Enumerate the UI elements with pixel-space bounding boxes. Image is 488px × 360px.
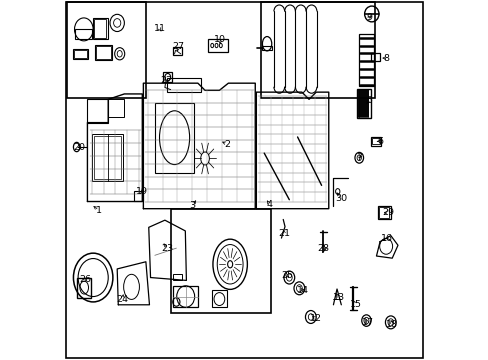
Text: 9: 9 <box>366 13 371 22</box>
Bar <box>377 206 390 220</box>
Text: 8: 8 <box>383 54 389 63</box>
Bar <box>73 49 88 59</box>
Text: 27: 27 <box>172 42 184 51</box>
Bar <box>75 29 92 39</box>
Bar <box>94 136 121 179</box>
Bar <box>379 207 388 218</box>
Text: 16: 16 <box>380 234 392 243</box>
Bar <box>171 209 271 313</box>
Bar <box>371 138 379 144</box>
Bar <box>357 89 370 118</box>
Text: 29: 29 <box>382 208 393 217</box>
Text: 5: 5 <box>365 96 371 105</box>
Bar <box>94 19 106 38</box>
Bar <box>96 46 110 59</box>
Bar <box>67 3 145 98</box>
Bar <box>370 53 379 60</box>
Text: 23: 23 <box>161 244 173 253</box>
Bar <box>167 78 201 92</box>
Text: 28: 28 <box>317 244 329 253</box>
Text: 7: 7 <box>356 153 362 162</box>
Bar <box>93 18 107 39</box>
Text: 18: 18 <box>386 320 397 329</box>
Bar <box>74 50 87 58</box>
Bar <box>155 103 194 173</box>
Text: 22: 22 <box>161 76 172 85</box>
Bar <box>134 191 143 201</box>
Text: 25: 25 <box>281 271 293 280</box>
Bar <box>212 290 226 307</box>
Text: 17: 17 <box>361 318 373 327</box>
Text: 3: 3 <box>189 201 195 210</box>
Bar <box>370 136 380 145</box>
Bar <box>262 45 271 50</box>
Text: 13: 13 <box>332 293 344 302</box>
Bar <box>173 274 182 280</box>
Text: 14: 14 <box>297 286 309 295</box>
Bar <box>173 286 198 307</box>
Bar <box>173 47 182 55</box>
Bar <box>260 3 375 98</box>
Bar <box>92 134 122 181</box>
Text: 26: 26 <box>79 275 91 284</box>
Bar <box>87 99 108 123</box>
Text: 24: 24 <box>116 294 128 303</box>
Text: 12: 12 <box>309 314 322 323</box>
Bar <box>77 278 91 298</box>
Text: 15: 15 <box>349 300 361 309</box>
Text: 20: 20 <box>73 143 85 152</box>
Text: 19: 19 <box>136 187 148 196</box>
Bar <box>163 72 172 82</box>
Bar <box>94 45 112 60</box>
Text: 6: 6 <box>376 137 382 146</box>
Text: 10: 10 <box>214 35 225 44</box>
Bar <box>107 99 123 117</box>
Text: 30: 30 <box>335 194 346 203</box>
Bar <box>207 40 227 51</box>
Text: 2: 2 <box>224 140 230 149</box>
Text: 21: 21 <box>277 229 289 238</box>
Text: 11: 11 <box>153 24 165 33</box>
Bar <box>359 34 373 86</box>
Text: 4: 4 <box>266 200 272 209</box>
Text: 1: 1 <box>96 206 102 215</box>
